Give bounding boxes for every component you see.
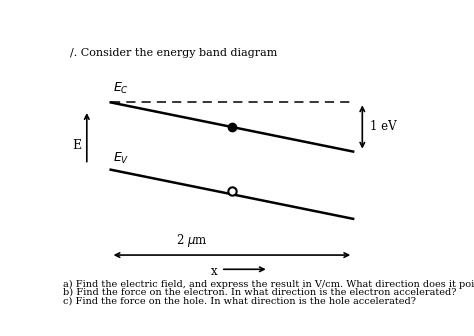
Text: a) Find the electric field, and express the result in V/cm. What direction does : a) Find the electric field, and express … [63, 280, 474, 289]
Text: E: E [73, 139, 82, 152]
Text: c) Find the force on the hole. In what direction is the hole accelerated?: c) Find the force on the hole. In what d… [63, 296, 416, 305]
Text: $E_C$: $E_C$ [112, 81, 128, 96]
Text: 2 $\mu$m: 2 $\mu$m [176, 232, 207, 249]
Text: $E_V$: $E_V$ [112, 151, 129, 166]
Text: /. Consider the energy band diagram: /. Consider the energy band diagram [70, 48, 278, 58]
Text: 1 eV: 1 eV [370, 121, 396, 133]
Text: b) Find the force on the electron. In what direction is the electron accelerated: b) Find the force on the electron. In wh… [63, 288, 456, 297]
Text: x: x [210, 264, 217, 278]
